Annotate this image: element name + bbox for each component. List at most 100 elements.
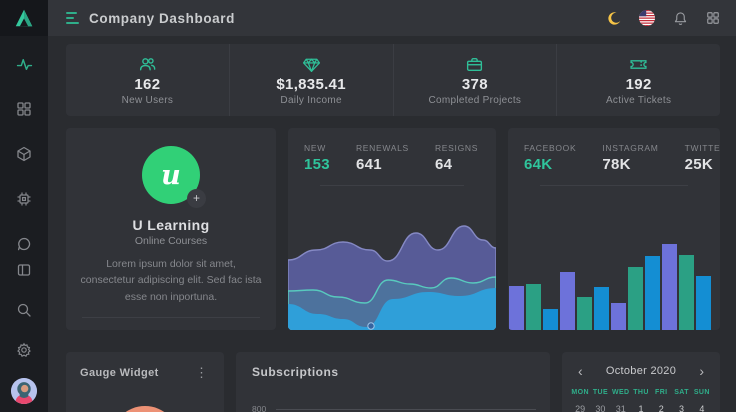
users-icon (139, 57, 156, 70)
calendar-prev-button[interactable]: ‹ (574, 364, 587, 378)
bar (679, 255, 694, 330)
divider (320, 185, 464, 186)
calendar-day-name: THU (633, 389, 649, 396)
sidebar (0, 0, 48, 412)
area-series-lower-blue (288, 288, 496, 330)
bar (560, 272, 575, 330)
subscriptions-chart: 800 (236, 404, 550, 412)
calendar-day-names: MON TUE WED THU FRI SAT SUN (562, 389, 720, 396)
sidebar-item-apps[interactable] (12, 97, 36, 121)
bell-icon (674, 11, 686, 25)
app-logo[interactable] (0, 0, 48, 36)
cpu-chip-icon (17, 192, 31, 206)
apps-menu-button[interactable] (704, 9, 722, 27)
triangle-logo-icon (15, 9, 33, 27)
bar (526, 284, 541, 330)
members-stat-resigns: RESIGNS 64 (434, 143, 479, 173)
data-point-marker (367, 322, 375, 330)
subscriptions-title: Subscriptions (252, 365, 339, 379)
social-stat-facebook: FACEBOOK 64K (524, 143, 577, 173)
social-stat-instagram: INSTAGRAM 78K (602, 143, 659, 173)
sidebar-nav-bottom (11, 258, 37, 404)
user-avatar[interactable] (11, 378, 37, 404)
sidebar-item-layout[interactable] (12, 258, 36, 282)
bar (662, 244, 677, 330)
calendar-month-title: October 2020 (605, 365, 677, 377)
stat-label: New Users (121, 94, 174, 106)
members-area-chart (288, 200, 496, 330)
us-flag-icon (639, 10, 655, 26)
calendar-date[interactable]: 2 (651, 403, 671, 412)
dark-mode-toggle[interactable] (605, 9, 623, 27)
widgets-row: u + U Learning Online Courses Lorem ipsu… (66, 128, 720, 330)
widgets-row-bottom: Gauge Widget ⋮ Subscriptions 800 ‹ Octob… (66, 352, 720, 412)
calendar-date[interactable]: 1 (631, 403, 651, 412)
bar (594, 287, 609, 330)
profile-name: U Learning (132, 217, 210, 233)
calendar-day-name: TUE (592, 389, 609, 396)
notifications-button[interactable] (671, 9, 689, 27)
kebab-menu-icon[interactable]: ⋮ (189, 364, 214, 381)
menu-toggle-button[interactable] (66, 12, 79, 24)
stat-label: Daily Income (280, 94, 342, 106)
area-chart-svg (288, 225, 496, 330)
stat-value: 192 (625, 75, 652, 93)
subscriptions-card: Subscriptions 800 (236, 352, 550, 412)
y-axis-tick-label: 800 (252, 404, 267, 412)
stat-completed-projects: 378 Completed Projects (392, 44, 557, 116)
calendar-day-name: SAT (674, 389, 689, 396)
calendar-date[interactable]: 31 (611, 403, 631, 412)
cube-icon (17, 146, 31, 162)
sidebar-item-search[interactable] (12, 298, 36, 322)
ticket-icon (630, 59, 647, 69)
stat-value: 378 (461, 75, 488, 93)
calendar-date[interactable]: 30 (590, 403, 610, 412)
sidebar-item-activity[interactable] (12, 52, 36, 76)
apps-grid-icon (17, 102, 31, 116)
divider (82, 316, 260, 318)
layout-panel-icon (17, 264, 31, 276)
calendar-next-button[interactable]: › (695, 364, 708, 378)
calendar-date[interactable]: 29 (570, 403, 590, 412)
stat-new-users: 162 New Users (66, 44, 229, 116)
gauge-widget-card: Gauge Widget ⋮ (66, 352, 224, 412)
sidebar-item-chat[interactable] (12, 232, 36, 256)
profile-add-button[interactable]: + (187, 189, 206, 208)
divider (540, 185, 688, 186)
gauge-widget-title: Gauge Widget (80, 366, 159, 379)
bar (611, 303, 626, 330)
profile-subtitle: Online Courses (134, 235, 208, 247)
bar (628, 267, 643, 330)
sidebar-item-cube[interactable] (12, 142, 36, 166)
moon-icon (607, 11, 620, 25)
stat-value: 162 (134, 75, 161, 93)
calendar-date[interactable]: 3 (671, 403, 691, 412)
bar (645, 256, 660, 330)
profile-avatar: u (142, 146, 200, 204)
bar (543, 309, 558, 330)
social-chart-card: FACEBOOK 64K INSTAGRAM 78K TWITTER 25K (508, 128, 720, 330)
sidebar-item-chip[interactable] (12, 187, 36, 211)
calendar-dates-row: 29 30 31 1 2 3 4 (562, 403, 720, 412)
grid-menu-icon (707, 12, 719, 24)
profile-stat-followers: FOLLOWERS 32K (217, 329, 276, 330)
sidebar-nav-top (12, 52, 36, 256)
sidebar-item-settings[interactable] (12, 338, 36, 362)
gauge-arc (111, 406, 179, 412)
language-selector[interactable] (638, 9, 656, 27)
dashboard-content: 162 New Users $1,835.41 Daily Income 3 (48, 36, 736, 412)
calendar-date[interactable]: 4 (692, 403, 712, 412)
social-bar-chart (508, 200, 720, 330)
bar (696, 276, 711, 330)
diamond-icon (302, 58, 320, 72)
gear-icon (17, 342, 31, 358)
calendar-day-name: SUN (693, 389, 710, 396)
members-chart-card: NEW 153 RENEWALS 641 RESIGNS 64 (288, 128, 496, 330)
profile-stats: POSTS 864 PROJECTS 261 FOLLOWERS 32K (66, 329, 276, 330)
chat-bubble-icon (17, 237, 31, 251)
profile-avatar-letter: u (161, 159, 181, 191)
page-title: Company Dashboard (89, 10, 235, 26)
stats-summary-card: 162 New Users $1,835.41 Daily Income 3 (66, 44, 720, 116)
social-stat-twitter: TWITTER 25K (684, 143, 720, 173)
stat-label: Completed Projects (428, 94, 522, 106)
